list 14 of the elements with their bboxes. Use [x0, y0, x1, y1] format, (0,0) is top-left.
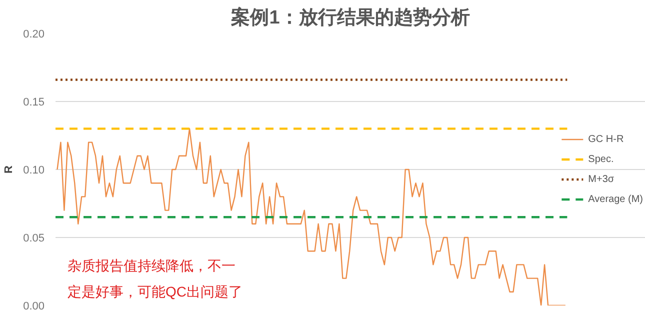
- y-axis-title: R: [3, 165, 16, 174]
- legend-label: Spec.: [588, 152, 614, 166]
- legend-label: M+3σ: [588, 172, 614, 186]
- chart-title: 案例1：放行结果的趋势分析: [230, 6, 470, 28]
- annotation: 定是好事，可能QC出问题了: [68, 284, 242, 300]
- legend-label: GC H-R: [588, 132, 624, 146]
- line-series: [56, 128, 566, 306]
- y-tick-label: 0.00: [23, 300, 45, 312]
- y-tick-label: 0.20: [23, 28, 45, 40]
- annotation: 杂质报告值持续降低，不一: [68, 258, 236, 274]
- legend-label: Average (M): [588, 192, 643, 206]
- y-tick-label: 0.10: [23, 164, 45, 176]
- y-tick-label: 0.05: [23, 232, 45, 244]
- y-tick-label: 0.15: [23, 96, 45, 108]
